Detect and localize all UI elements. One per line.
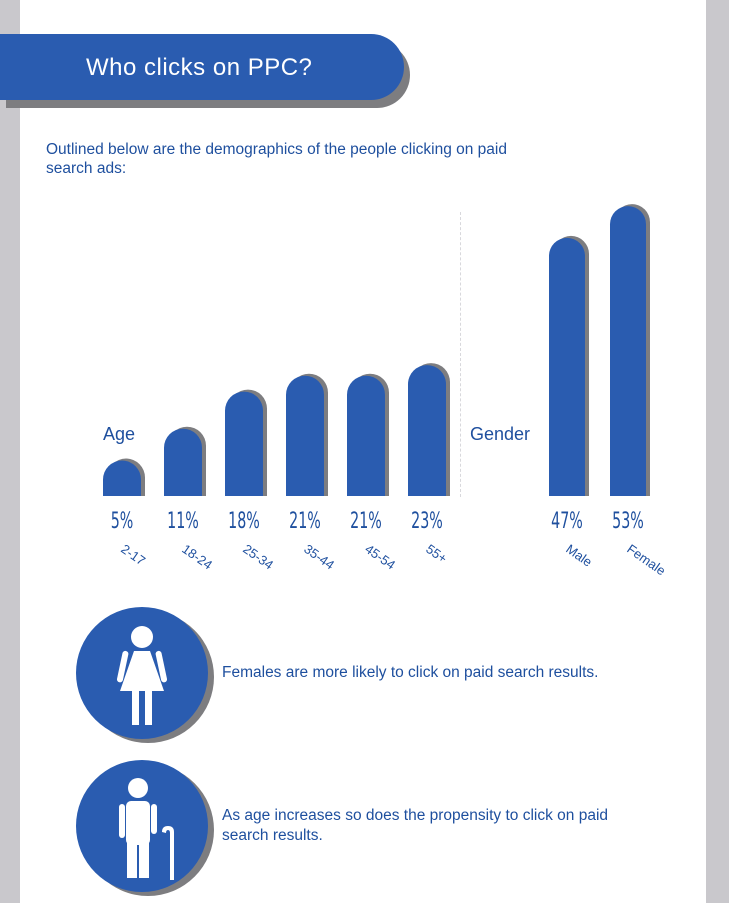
fact-female-text: Females are more likely to click on paid… <box>222 664 599 681</box>
gender-value-label: 53% <box>612 507 644 533</box>
demographics-chart: 5% 2-17 11% 18-24 18% 25-34 21% 35-44 21% 45-54 23… <box>103 204 668 578</box>
page-title: Who clicks on PPC? <box>86 54 313 81</box>
fact-age-text: As age increases so does the propensity … <box>222 807 609 844</box>
gender-bar-Male <box>549 237 585 496</box>
age-category-label: 45-54 <box>362 541 398 572</box>
age-bar-45-54 <box>347 375 385 496</box>
age-value-label: 21% <box>289 507 321 533</box>
age-bar-55+ <box>408 365 446 496</box>
age-category-label: 55+ <box>423 541 450 566</box>
age-category-label: 2-17 <box>118 541 148 568</box>
gender-value-label: 47% <box>551 507 583 533</box>
age-value-label: 5% <box>111 507 134 533</box>
elderly-person-with-cane-icon <box>76 760 208 892</box>
gender-bar-Female <box>610 206 646 496</box>
age-bar-35-44 <box>286 375 324 496</box>
age-category-label: 35-44 <box>301 541 337 572</box>
age-value-label: 23% <box>411 507 443 533</box>
age-category-label: 25-34 <box>240 541 276 572</box>
age-value-label: 18% <box>228 507 260 533</box>
age-category-label: 18-24 <box>179 541 215 572</box>
gender-category-label: Female <box>624 541 668 578</box>
gender-chart-title: Gender <box>470 424 531 444</box>
intro-text: Outlined below are the demographics of t… <box>46 141 507 177</box>
age-bar-25-34 <box>225 391 263 496</box>
title-banner: Who clicks on PPC? <box>0 34 420 114</box>
age-bar-18-24 <box>164 428 202 496</box>
banner-background <box>0 34 404 100</box>
age-bar-2-17 <box>103 460 141 496</box>
female-person-icon <box>76 607 208 739</box>
age-value-label: 21% <box>350 507 382 533</box>
age-chart-title: Age <box>103 424 136 444</box>
chart-divider <box>460 212 461 497</box>
age-value-label: 11% <box>167 507 199 533</box>
gender-category-label: Male <box>563 541 595 569</box>
